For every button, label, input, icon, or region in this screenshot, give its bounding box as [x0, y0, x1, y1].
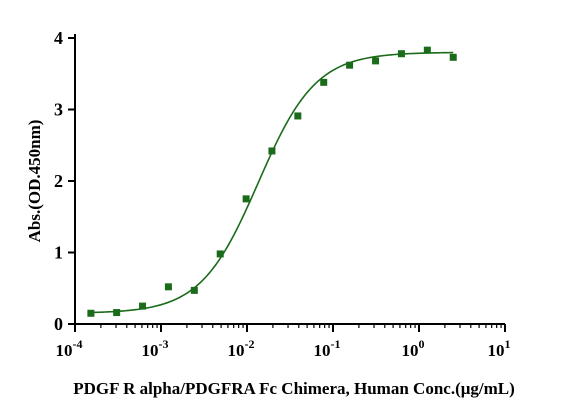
data-point: [139, 302, 147, 310]
x-tick-label: 10-1: [314, 337, 341, 360]
x-tick-label: 10-3: [142, 337, 169, 360]
data-point: [268, 147, 276, 155]
y-tick-label: 4: [54, 28, 63, 48]
data-point: [294, 112, 302, 120]
x-tick-label: 10-4: [56, 337, 83, 360]
x-tick-label: 101: [488, 337, 511, 360]
data-point: [216, 250, 224, 258]
data-points: [87, 46, 457, 317]
x-tick-label: 10-2: [228, 337, 255, 360]
data-point: [320, 78, 328, 86]
data-point: [423, 46, 431, 54]
data-point: [113, 309, 121, 317]
y-tick-label: 1: [54, 243, 63, 263]
data-point: [87, 309, 95, 317]
fit-curve: [90, 51, 454, 314]
fit-curve-group: [90, 51, 454, 314]
y-axis-title: Abs.(OD.450nm): [25, 120, 44, 243]
y-tick-label: 0: [54, 314, 63, 334]
data-point: [346, 61, 354, 69]
x-tick-label: 100: [402, 337, 425, 360]
axes: 0 1 2 3 4 10-4 10-3 10-2 10-1 100 101: [54, 28, 511, 360]
y-tick-label: 3: [54, 100, 63, 120]
axis-labels: PDGF R alpha/PDGFRA Fc Chimera, Human Co…: [25, 120, 515, 398]
x-axis-title: PDGF R alpha/PDGFRA Fc Chimera, Human Co…: [73, 379, 515, 398]
data-point: [397, 50, 405, 58]
data-point: [372, 57, 380, 65]
data-point: [190, 286, 198, 294]
y-tick-label: 2: [54, 171, 63, 191]
data-point: [449, 53, 457, 61]
data-point: [164, 283, 172, 291]
data-point: [242, 195, 250, 203]
